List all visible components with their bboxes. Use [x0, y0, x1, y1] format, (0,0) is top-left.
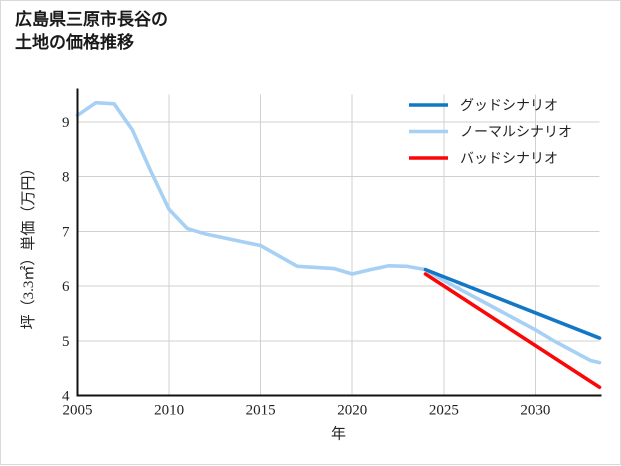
legend-label-バッドシナリオ: バッドシナリオ — [460, 152, 558, 167]
y-tick-label: 6 — [62, 279, 70, 295]
title-line-2: 土地の価格推移 — [15, 32, 134, 52]
series-line-グッドシナリオ — [423, 267, 602, 340]
y-tick-label: 7 — [62, 224, 70, 240]
tick-labels-group: 4 5 6 7 8 9 2005 2010 2015 2020 2025 2030 — [62, 115, 550, 419]
x-tick-label: 2015 — [246, 403, 276, 419]
x-tick-label: 2005 — [63, 403, 93, 419]
x-axis-title: 年 — [331, 426, 346, 443]
x-tick-label: 2030 — [520, 403, 550, 419]
series-line-ノーマルシナリオ — [75, 100, 602, 365]
axes-group — [76, 88, 602, 397]
series-line-バッドシナリオ — [423, 272, 602, 390]
x-tick-label: 2010 — [154, 403, 184, 419]
page-title: 広島県三原市長谷の 土地の価格推移 — [15, 9, 168, 55]
axis-titles-group: 年 坪（3.3㎡）単価（万円） — [20, 161, 346, 443]
y-axis-title: 坪（3.3㎡）単価（万円） — [20, 161, 37, 330]
y-tick-label: 8 — [62, 170, 70, 186]
x-tick-label: 2020 — [337, 403, 367, 419]
x-tick-label: 2025 — [429, 403, 459, 419]
title-line-1: 広島県三原市長谷の — [15, 10, 168, 29]
legend-label-ノーマルシナリオ: ノーマルシナリオ — [460, 126, 572, 141]
y-tick-label: 5 — [62, 334, 70, 350]
y-tick-label: 4 — [62, 389, 70, 405]
y-tick-label: 9 — [62, 115, 70, 131]
series-group — [75, 100, 602, 390]
legend-label-グッドシナリオ: グッドシナリオ — [460, 98, 558, 114]
